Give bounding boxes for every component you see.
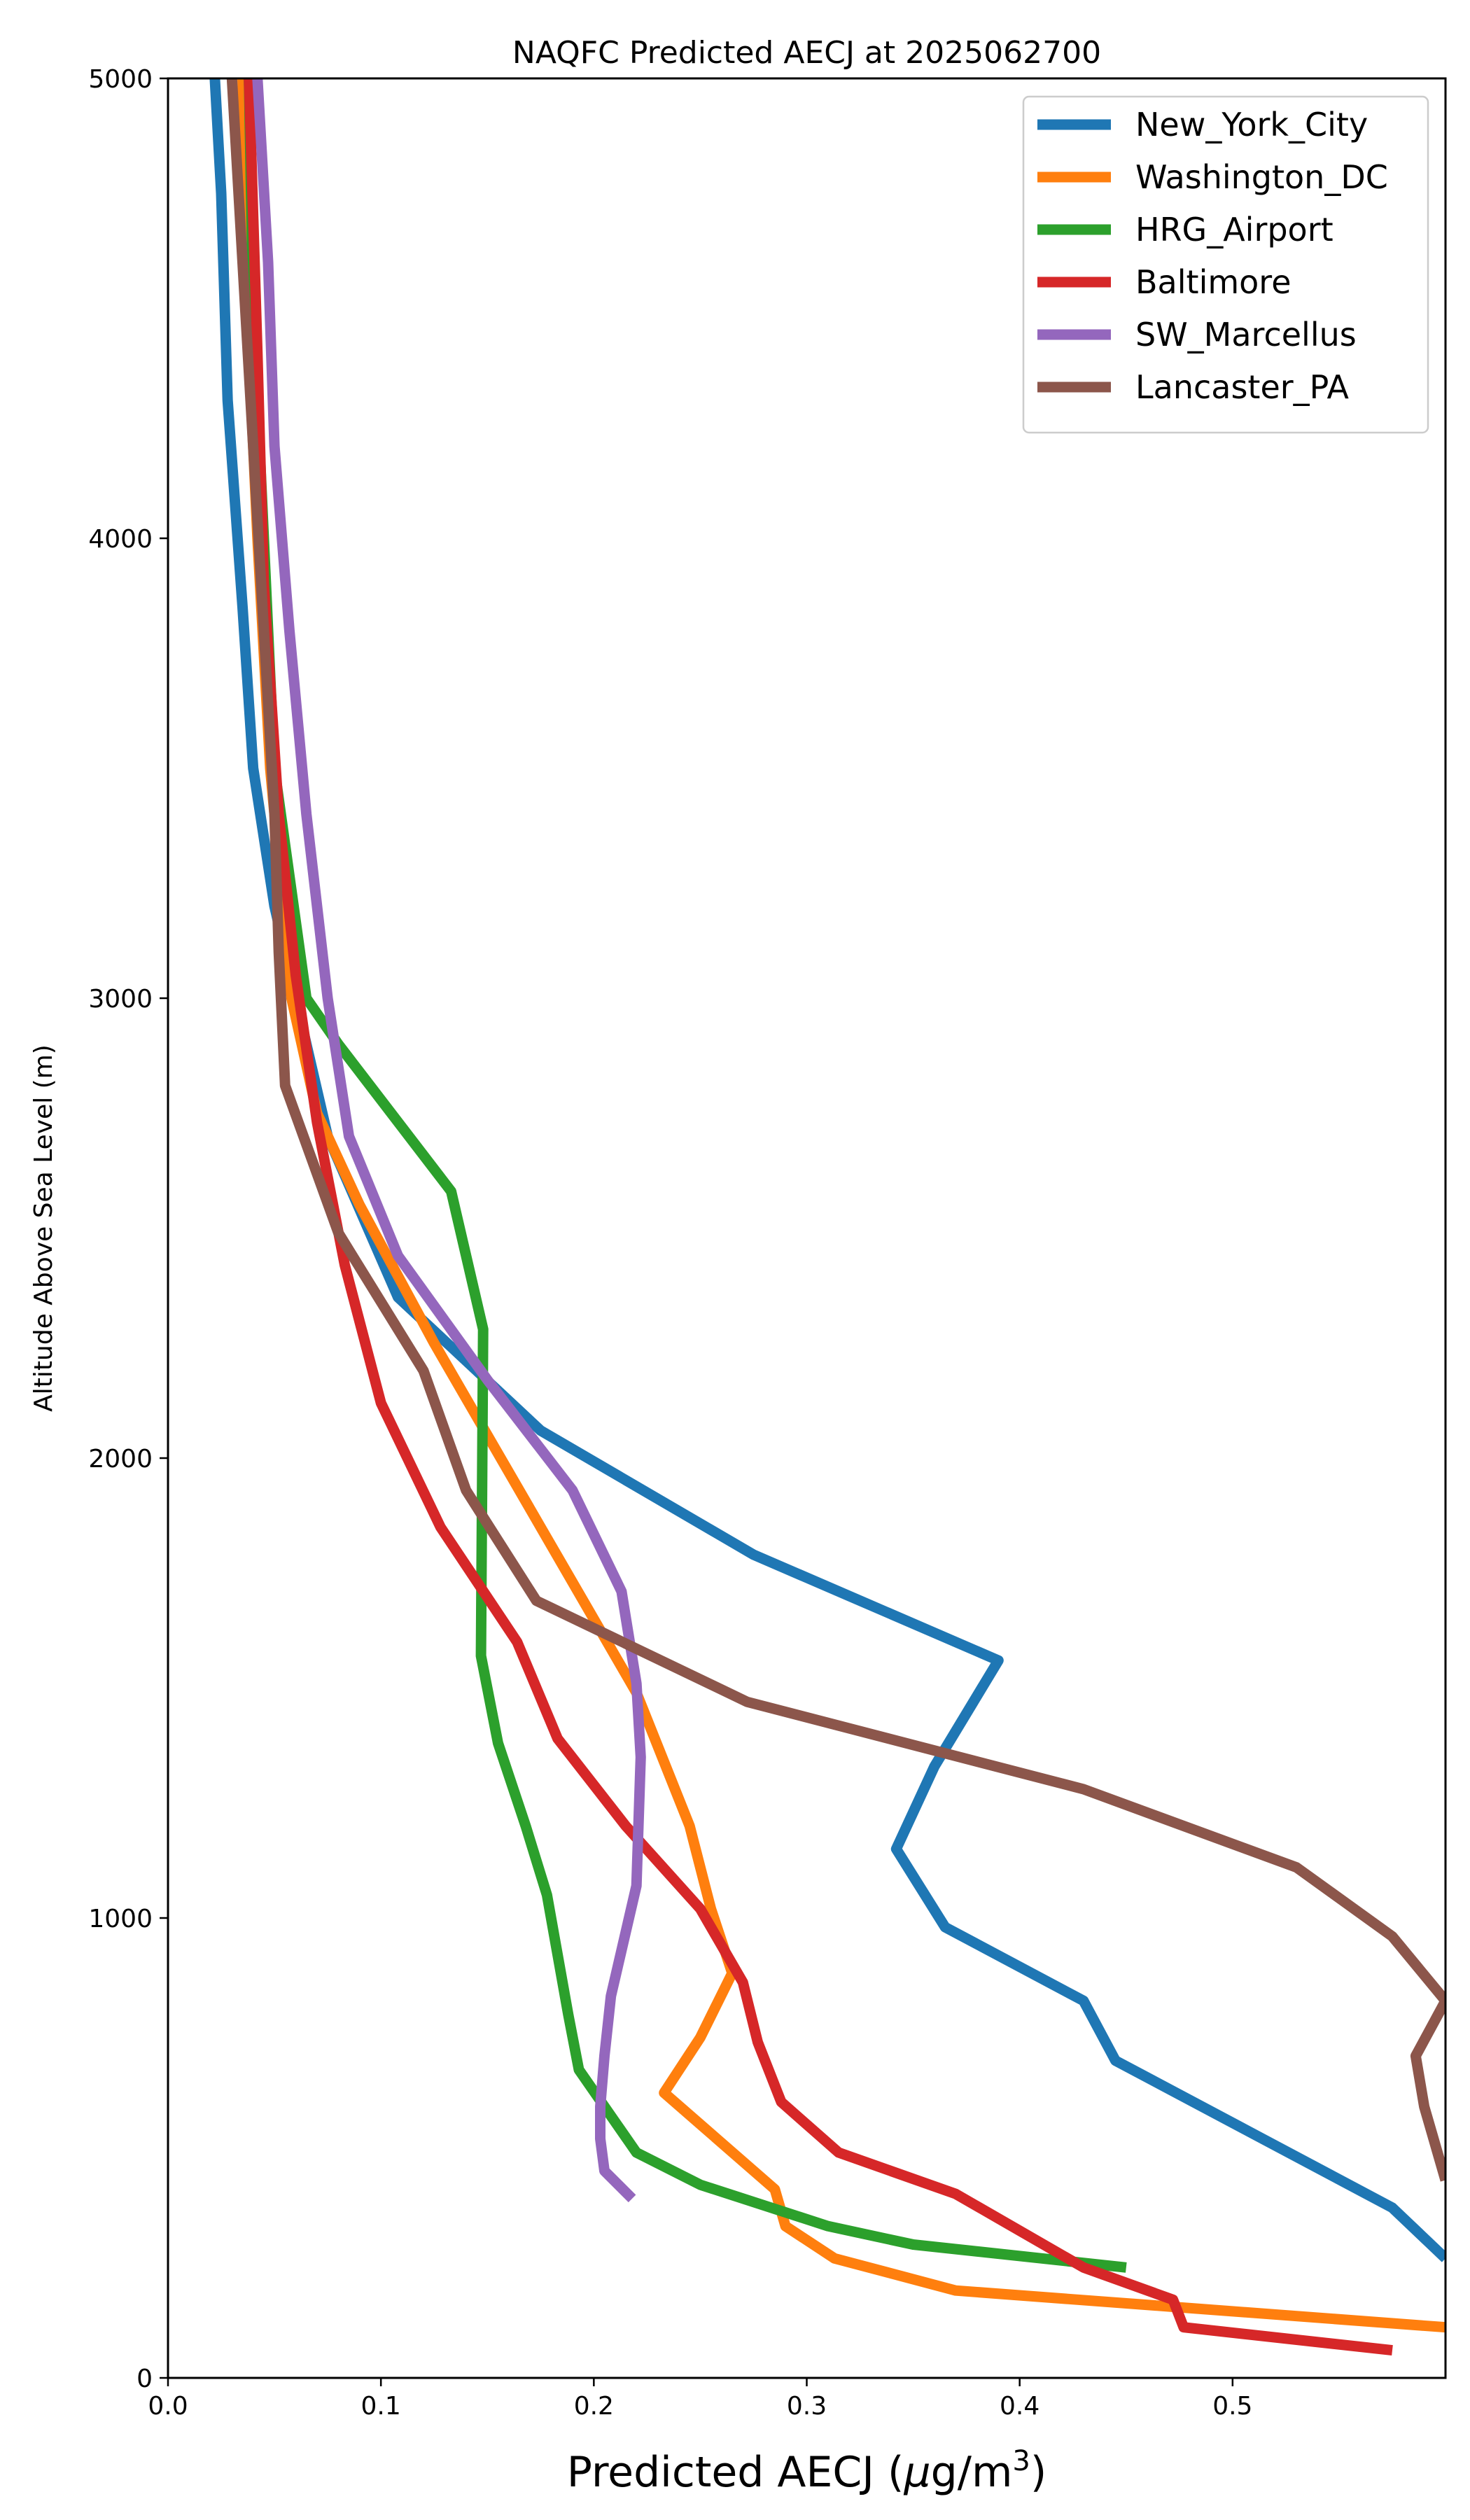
- y-axis: 0 1000 2000 3000 4000 5000: [88, 65, 168, 2393]
- x-axis-label-unit: g/m: [931, 2448, 1013, 2497]
- x-tick-label: 0.2: [574, 2392, 614, 2421]
- legend-box: [1022, 95, 1429, 434]
- y-tick-label: 1000: [88, 1905, 153, 1933]
- legend-label-lancaster-pa: Lancaster_PA: [1135, 368, 1349, 406]
- x-axis: 0.0 0.1 0.2 0.3 0.4 0.5: [148, 2378, 1252, 2421]
- x-axis-label-sup: 3: [1012, 2445, 1030, 2477]
- y-tick-label: 4000: [88, 525, 153, 554]
- x-tick-label: 0.5: [1212, 2392, 1252, 2421]
- y-axis-label: Altitude Above Sea Level (m): [29, 1044, 58, 1412]
- series-line-hrg-airport: [244, 78, 1127, 2273]
- x-tick-label: 0.0: [148, 2392, 188, 2421]
- x-tick-label: 0.3: [787, 2392, 827, 2421]
- legend-label-baltimore: Baltimore: [1135, 263, 1292, 301]
- chart-title: NAQFC Predicted AECJ at 2025062700: [512, 35, 1101, 71]
- series-line-baltimore: [244, 78, 1393, 2356]
- x-axis-label-close: ): [1030, 2448, 1046, 2497]
- plot-area: [209, 78, 1446, 2356]
- y-tick-label: 0: [136, 2365, 153, 2393]
- legend-label-hrg-airport: HRG_Airport: [1135, 211, 1334, 248]
- x-tick-label: 0.1: [361, 2392, 401, 2421]
- series-line-new-york-city: [209, 78, 1446, 2262]
- x-tick-label: 0.4: [1000, 2392, 1040, 2421]
- legend-label-sw-marcellus: SW_Marcellus: [1135, 316, 1357, 354]
- y-tick-label: 2000: [88, 1445, 153, 1474]
- legend-label-new-york-city: New_York_City: [1135, 106, 1368, 144]
- x-axis-label-mu: μ: [903, 2448, 930, 2497]
- plot-frame: [167, 77, 1447, 2379]
- x-axis-label-main: Predicted AECJ (: [567, 2448, 904, 2497]
- series-line-lancaster-pa: [226, 78, 1446, 2182]
- legend: New_York_City Washington_DC HRG_Airport Bal…: [1022, 95, 1429, 434]
- series-line-sw-marcellus: [252, 78, 646, 2203]
- legend-label-washington-dc: Washington_DC: [1135, 158, 1388, 196]
- y-tick-label: 5000: [88, 65, 153, 94]
- y-tick-label: 3000: [88, 985, 153, 1014]
- x-axis-label: Predicted AECJ (μg/m3): [567, 2445, 1047, 2497]
